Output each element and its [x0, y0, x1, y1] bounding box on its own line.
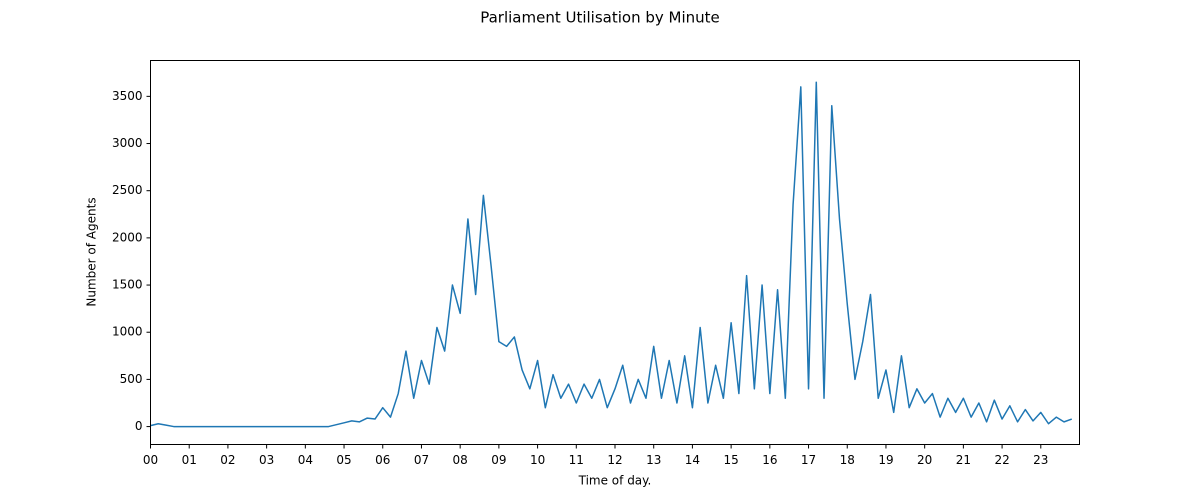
x-tick-label: 03: [259, 453, 274, 467]
x-tick-label: 18: [840, 453, 855, 467]
x-tick-label: 01: [182, 453, 197, 467]
x-tick-label: 04: [298, 453, 313, 467]
x-tick-label: 13: [646, 453, 661, 467]
x-tick-label: 07: [414, 453, 429, 467]
x-tick-label: 16: [762, 453, 777, 467]
x-tick-label: 17: [801, 453, 816, 467]
x-tick-label: 02: [220, 453, 235, 467]
x-tick-label: 23: [1033, 453, 1048, 467]
x-axis-label: Time of day.: [578, 474, 652, 488]
chart-title: Parliament Utilisation by Minute: [480, 9, 720, 27]
x-tick-label: 10: [530, 453, 545, 467]
data-line: [150, 81, 1073, 428]
x-tick-label: 11: [569, 453, 584, 467]
y-tick-label: 3000: [112, 136, 143, 150]
x-tick-label: 00: [143, 453, 158, 467]
x-tick-label: 20: [917, 453, 932, 467]
x-tick-label: 15: [723, 453, 738, 467]
plot-area: [150, 81, 1073, 428]
x-tick-label: 19: [878, 453, 893, 467]
x-tick-label: 08: [453, 453, 468, 467]
y-tick-label: 1500: [112, 278, 143, 292]
y-tick-label: 0: [135, 419, 143, 433]
y-tick-label: 1000: [112, 325, 143, 339]
y-tick-label: 500: [120, 372, 143, 386]
y-tick-label: 2500: [112, 183, 143, 197]
x-tick-label: 06: [375, 453, 390, 467]
x-tick-label: 05: [336, 453, 351, 467]
x-tick-label: 22: [994, 453, 1009, 467]
x-tick-label: 21: [956, 453, 971, 467]
y-axis-label: Number of Agents: [85, 197, 99, 306]
x-tick-label: 14: [685, 453, 700, 467]
y-tick-label: 3500: [112, 89, 143, 103]
x-tick-label: 12: [607, 453, 622, 467]
y-tick-label: 2000: [112, 230, 143, 244]
x-tick-label: 09: [491, 453, 506, 467]
